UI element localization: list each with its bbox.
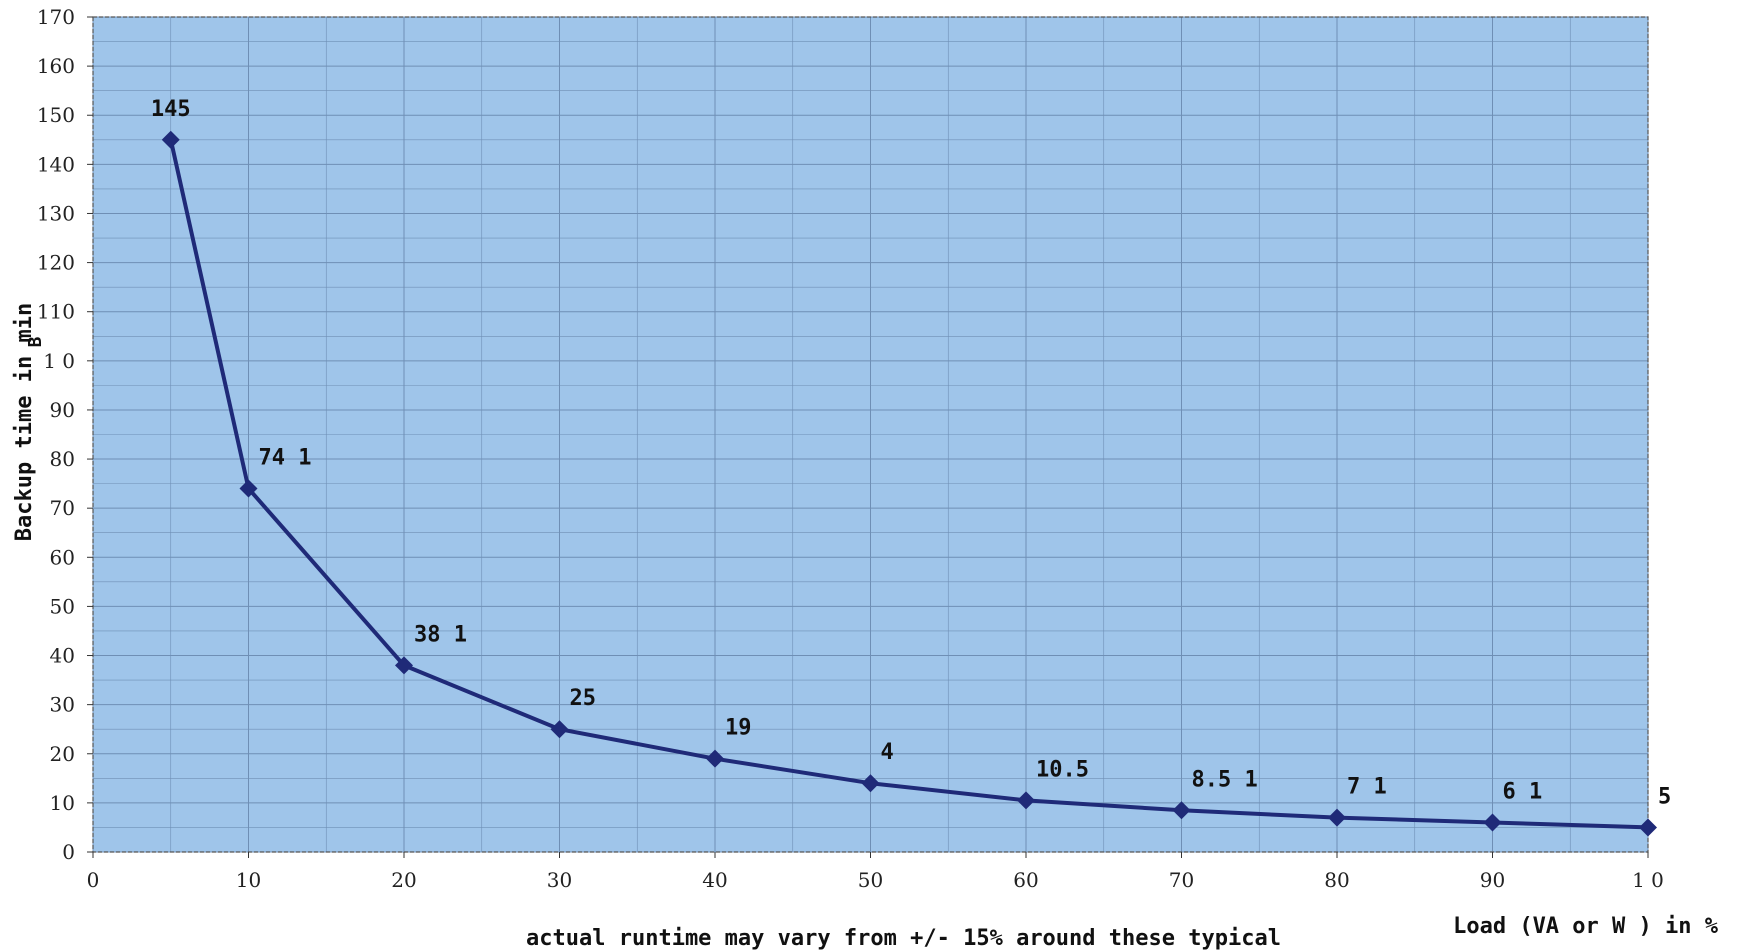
y-tick-label: 50 bbox=[50, 594, 75, 618]
x-tick-label: 0 bbox=[87, 868, 100, 892]
data-point-marker bbox=[1017, 791, 1035, 810]
x-tick-label: 20 bbox=[391, 868, 416, 892]
data-label: 38 1 bbox=[414, 622, 467, 647]
data-point-marker bbox=[706, 749, 724, 768]
x-tick-label: 30 bbox=[547, 868, 572, 892]
data-label: 10.5 bbox=[1036, 757, 1089, 782]
y-axis-title-overlay: B bbox=[25, 336, 46, 347]
data-label: 4 bbox=[881, 740, 894, 765]
y-tick-label: 30 bbox=[50, 693, 75, 717]
data-point-marker bbox=[239, 479, 258, 498]
y-tick-label: 120 bbox=[37, 251, 75, 275]
data-markers bbox=[161, 130, 1657, 837]
x-axis-ticks: 0 10 20 30 40 50 60 70 80 90 1 0 bbox=[87, 852, 1664, 892]
y-tick-label: 170 bbox=[37, 5, 75, 29]
data-point-marker bbox=[1483, 813, 1502, 832]
runtime-note: actual runtime may vary from +/- 15% aro… bbox=[526, 926, 1281, 950]
data-label: 6 1 bbox=[1503, 780, 1543, 805]
x-tick-label: 60 bbox=[1013, 868, 1038, 892]
x-tick-label: 90 bbox=[1480, 868, 1505, 892]
y-tick-label: 140 bbox=[37, 152, 75, 176]
x-tick-label: 40 bbox=[702, 868, 727, 892]
y-tick-label: 150 bbox=[37, 103, 75, 127]
y-tick-label: 1 0 bbox=[43, 349, 75, 373]
data-labels: 145 74 1 38 1 25 19 4 10.5 8.5 1 7 1 6 1 5 bbox=[151, 97, 1671, 810]
data-point-marker bbox=[1639, 818, 1657, 837]
y-tick-label: 40 bbox=[50, 644, 75, 668]
data-point-marker bbox=[161, 130, 180, 149]
y-axis-title: Backup time in min bbox=[12, 303, 37, 541]
y-axis-ticks: 0 10 20 30 40 50 60 70 80 90 1 0 110 120 130 140 150 160… bbox=[37, 5, 93, 864]
data-label: 25 bbox=[570, 686, 597, 711]
y-tick-label: 20 bbox=[50, 742, 75, 766]
data-point-marker bbox=[861, 774, 880, 793]
data-label: 5 bbox=[1658, 784, 1671, 809]
data-label: 74 1 bbox=[259, 446, 312, 471]
data-label: 145 bbox=[151, 97, 191, 122]
y-tick-label: 80 bbox=[50, 447, 75, 471]
y-tick-label: 10 bbox=[50, 791, 75, 815]
x-tick-label: 50 bbox=[858, 868, 883, 892]
y-tick-label: 160 bbox=[37, 54, 75, 78]
data-point-marker bbox=[550, 720, 569, 739]
x-tick-label: 1 0 bbox=[1632, 868, 1664, 892]
data-point-marker bbox=[395, 656, 413, 675]
x-tick-label: 10 bbox=[236, 868, 261, 892]
y-tick-label: 60 bbox=[50, 545, 75, 569]
grid-lines bbox=[92, 16, 1649, 853]
data-point-marker bbox=[1328, 808, 1346, 827]
data-label: 7 1 bbox=[1347, 775, 1387, 800]
x-tick-label: 80 bbox=[1324, 868, 1349, 892]
data-label: 19 bbox=[725, 716, 752, 741]
y-tick-label: 110 bbox=[37, 300, 75, 324]
y-tick-label: 70 bbox=[50, 496, 75, 520]
x-axis-title: Load (VA or W ) in % bbox=[1453, 914, 1719, 939]
y-tick-label: 90 bbox=[50, 398, 75, 422]
y-tick-label: 0 bbox=[62, 840, 75, 864]
data-point-marker bbox=[1172, 801, 1191, 820]
data-label: 8.5 1 bbox=[1192, 767, 1258, 792]
y-tick-label: 130 bbox=[37, 201, 75, 225]
x-tick-label: 70 bbox=[1169, 868, 1194, 892]
plot-border bbox=[92, 16, 1649, 853]
